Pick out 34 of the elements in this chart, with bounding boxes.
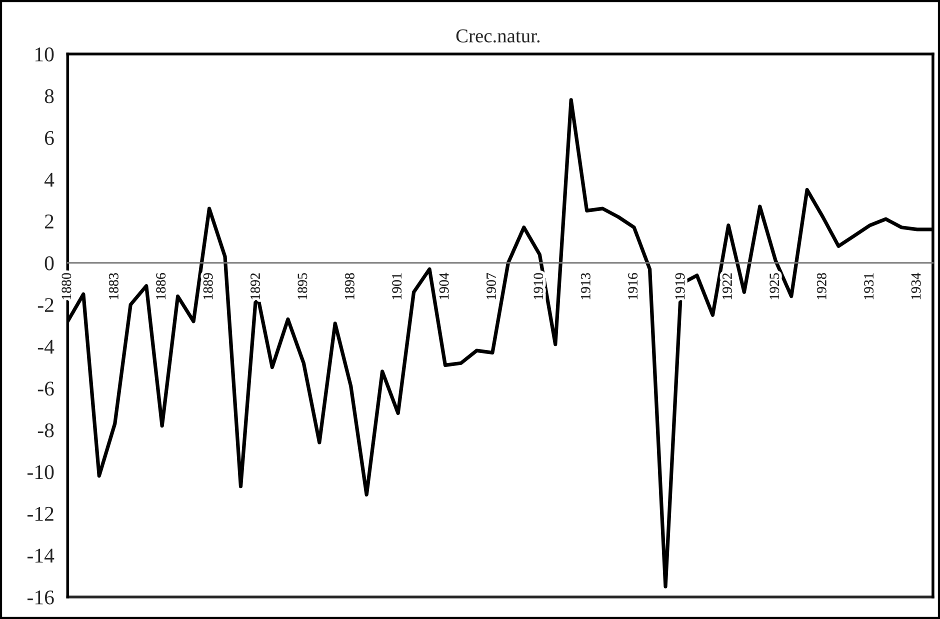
y-tick-label: -6 [38, 382, 54, 396]
x-tick-label: 1880 [62, 273, 72, 300]
y-tick-label: -4 [38, 340, 54, 354]
chart-title: Crec.natur. [456, 29, 540, 43]
x-tick-label: 1913 [580, 273, 590, 300]
x-tick-label: 1904 [439, 272, 449, 300]
x-tick-label: 1892 [250, 273, 260, 300]
x-tick-label: 1907 [486, 273, 496, 300]
y-tick-label: 6 [44, 131, 54, 146]
x-tick-label: 1925 [770, 273, 780, 300]
y-tick-label: -12 [27, 506, 54, 521]
y-tick-label: 10 [35, 47, 54, 62]
y-tick-label: -10 [27, 465, 54, 480]
x-tick-label: 1934 [911, 272, 921, 300]
x-tick-label: 1895 [298, 273, 308, 300]
x-tick-label: 1898 [344, 273, 354, 300]
x-tick-label: 1883 [108, 273, 118, 300]
y-tick-label: 4 [44, 172, 54, 187]
x-tick-label: 1922 [722, 273, 732, 300]
y-tick-label: 8 [44, 89, 54, 104]
x-tick-label: 1931 [864, 273, 874, 300]
y-tick-label: -14 [27, 548, 54, 562]
y-tick-label: -8 [38, 423, 54, 438]
x-tick-label: 1889 [203, 273, 213, 300]
x-tick-label: 1916 [628, 273, 638, 300]
y-tick-label: 2 [44, 214, 54, 228]
x-tick-label: 1910 [534, 273, 544, 300]
x-tick-label: 1928 [816, 273, 826, 300]
x-tick-label: 1919 [675, 273, 685, 300]
y-tick-label: -2 [38, 298, 54, 312]
y-tick-label: 0 [44, 256, 54, 270]
x-tick-label: 1886 [156, 273, 166, 300]
y-tick-label: -16 [27, 590, 54, 604]
x-tick-label: 1901 [392, 273, 402, 300]
